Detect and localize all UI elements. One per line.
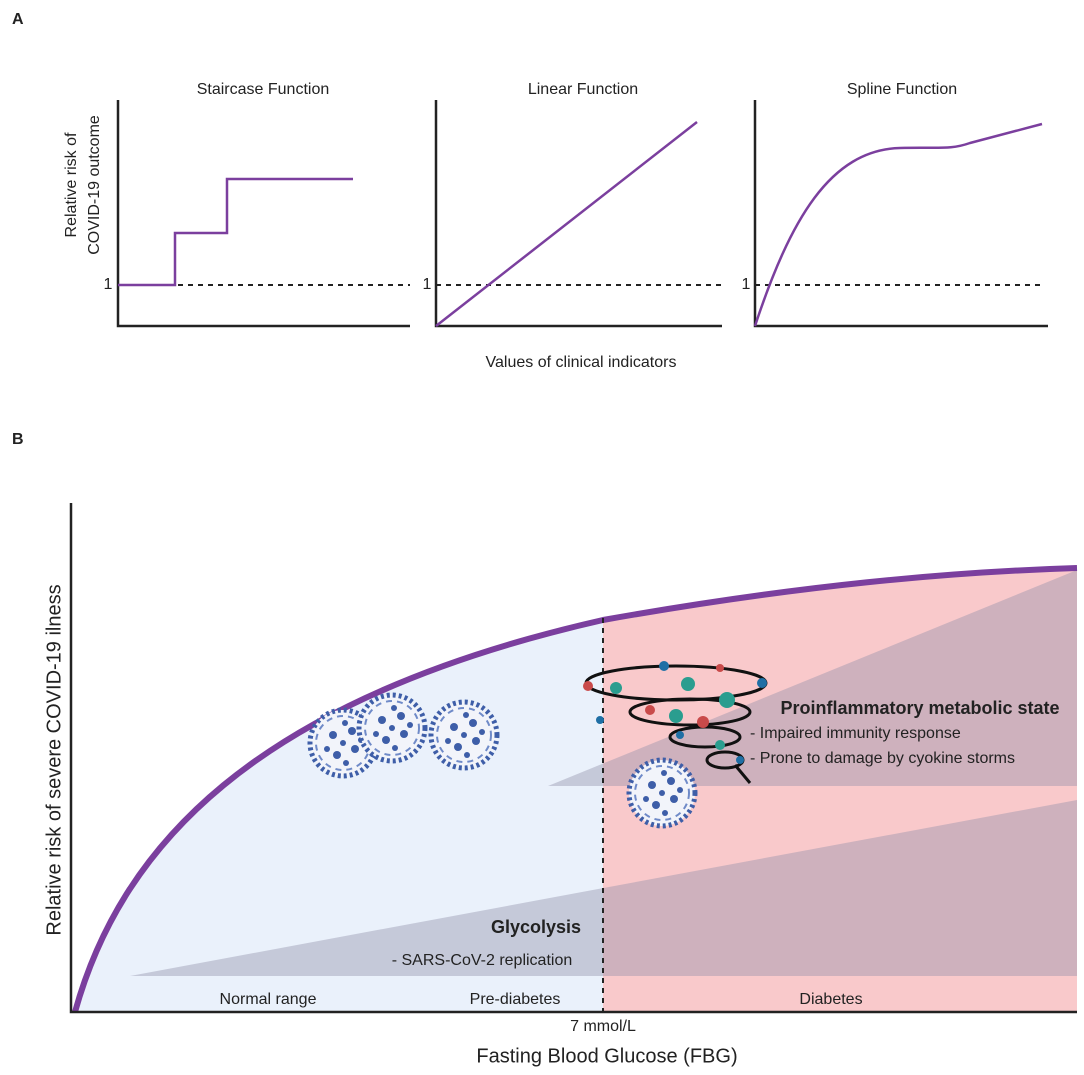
x-label: Values of clinical indicators [486,354,677,371]
annotation-item: - Prone to damage by cyokine storms [750,750,1015,767]
range-label: Diabetes [799,991,862,1008]
plot-title: Linear Function [528,81,638,98]
ref-label: 1 [742,276,751,293]
range-label: Normal range [220,991,317,1008]
ref-label: 1 [104,276,113,293]
virus [431,702,497,768]
plot-title: Staircase Function [197,81,330,98]
y-label: Relative risk of [63,132,80,237]
range-label: Pre-diabetes [470,991,561,1008]
y-label: COVID-19 outcome [86,115,103,255]
staircase-curve [118,177,353,287]
risk-curve [72,565,1078,1013]
plot-title: Spline Function [847,81,957,98]
annotation-item: - Impaired immunity response [750,725,961,742]
virus [629,760,695,826]
x-label: Fasting Blood Glucose (FBG) [476,1045,737,1067]
annotation-title: Glycolysis [491,917,581,937]
spline-curve [753,122,1043,327]
panel-label: A [12,11,24,28]
annotation-item: - SARS-CoV-2 replication [392,952,573,969]
ref-label: 1 [423,276,432,293]
panel-label: B [12,431,24,448]
annotation-title: Proinflammatory metabolic state [780,698,1059,718]
virus [359,695,425,761]
linear-curve [435,121,698,327]
y-label: Relative risk of severe COVID-19 ilness [43,584,65,935]
threshold-label: 7 mmol/L [570,1018,636,1035]
axes [69,503,1077,1014]
cytokine-storm [583,661,768,784]
axes [116,100,410,328]
